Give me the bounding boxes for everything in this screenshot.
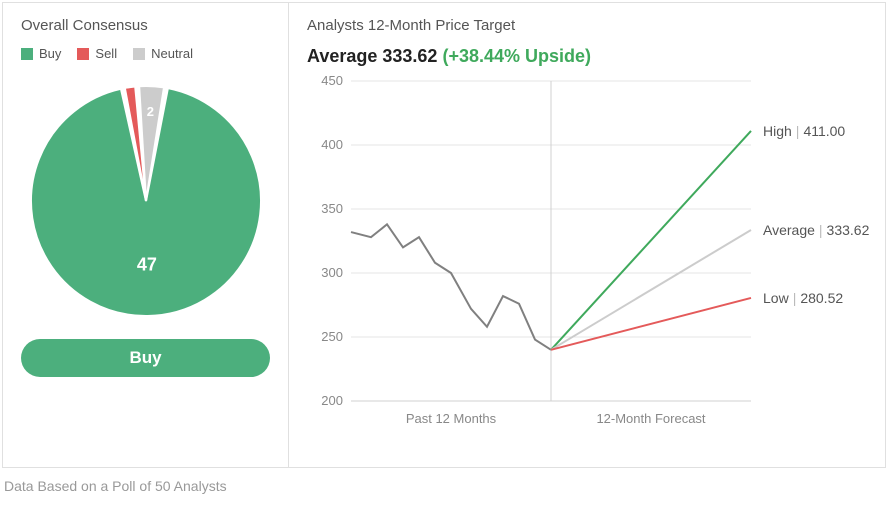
forecast-line-high [551,131,751,350]
legend-swatch [77,48,89,60]
buy-button-label: Buy [129,348,161,367]
forecast-chart-wrap: 200 250 300 350 400 450 Past 12 Months 12-Month… [307,73,867,453]
y-tick-label: 250 [321,329,343,344]
price-target-title: Analysts 12-Month Price Target [307,17,867,34]
consensus-pie-chart: 47 2 [26,81,266,321]
legend-label: Buy [39,46,61,61]
forecast-line-low [551,298,751,350]
y-tick-label: 300 [321,265,343,280]
legend-swatch [21,48,33,60]
legend-label: Sell [95,46,117,61]
legend-label: Neutral [151,46,193,61]
consensus-title: Overall Consensus [21,17,270,34]
legend-item: Sell [77,46,117,61]
average-label: Average 333.62 [307,46,442,66]
legend-item: Buy [21,46,61,61]
target-label-high: High|411.00 [763,123,845,139]
pie-slice-label: 47 [136,255,156,275]
upside-text: (+38.44% Upside) [442,46,591,66]
consensus-legend: Buy Sell Neutral [21,46,270,61]
y-tick-label: 200 [321,393,343,408]
price-target-summary: Average 333.62 (+38.44% Upside) [307,46,867,67]
price-target-panel: Analysts 12-Month Price Target Average 3… [289,3,885,467]
legend-item: Neutral [133,46,193,61]
y-tick-label: 400 [321,137,343,152]
target-label-low: Low|280.52 [763,290,843,306]
history-line [351,224,551,349]
pie-chart-wrap: 47 2 [21,81,270,321]
forecast-line-average [551,230,751,350]
analyst-consensus-widget: Overall Consensus Buy Sell Neutral 47 2 Buy… [2,2,886,494]
consensus-panel: Overall Consensus Buy Sell Neutral 47 2 Buy [3,3,289,467]
y-tick-label: 350 [321,201,343,216]
target-label-average: Average|333.62 [763,222,869,238]
footer-note: Data Based on a Poll of 50 Analysts [2,478,886,494]
buy-button[interactable]: Buy [21,339,270,377]
x-axis-label: 12-Month Forecast [596,411,705,426]
x-axis-label: Past 12 Months [406,411,497,426]
legend-swatch [133,48,145,60]
panels: Overall Consensus Buy Sell Neutral 47 2 Buy… [2,2,886,468]
pie-slice-label: 2 [146,104,153,119]
y-tick-label: 450 [321,73,343,88]
